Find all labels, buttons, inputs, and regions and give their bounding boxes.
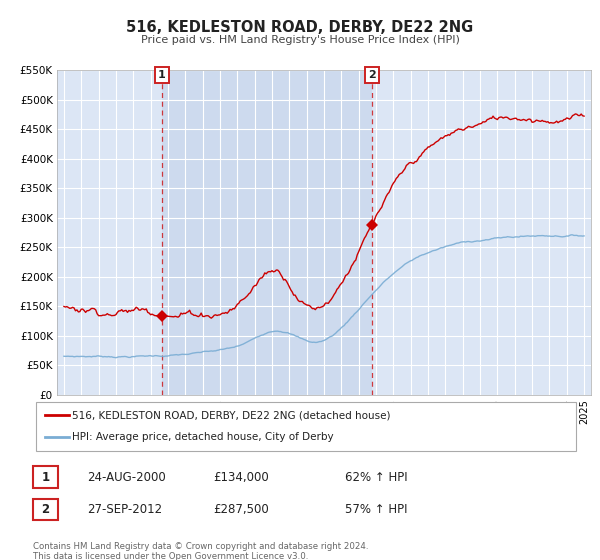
Text: 24-AUG-2000: 24-AUG-2000 [87, 470, 166, 484]
Text: Contains HM Land Registry data © Crown copyright and database right 2024.
This d: Contains HM Land Registry data © Crown c… [33, 542, 368, 560]
Text: 57% ↑ HPI: 57% ↑ HPI [345, 503, 407, 516]
Text: HPI: Average price, detached house, City of Derby: HPI: Average price, detached house, City… [72, 432, 334, 442]
Text: 1: 1 [41, 470, 50, 484]
Text: 516, KEDLESTON ROAD, DERBY, DE22 2NG: 516, KEDLESTON ROAD, DERBY, DE22 2NG [127, 20, 473, 35]
Text: 516, KEDLESTON ROAD, DERBY, DE22 2NG (detached house): 516, KEDLESTON ROAD, DERBY, DE22 2NG (de… [72, 410, 391, 421]
Text: 1: 1 [158, 70, 166, 80]
Text: £287,500: £287,500 [213, 503, 269, 516]
Text: 2: 2 [368, 70, 376, 80]
Text: 62% ↑ HPI: 62% ↑ HPI [345, 470, 407, 484]
Text: 2: 2 [41, 503, 50, 516]
Text: £134,000: £134,000 [213, 470, 269, 484]
Bar [162, 70, 371, 395]
Text: 27-SEP-2012: 27-SEP-2012 [87, 503, 162, 516]
Text: Price paid vs. HM Land Registry's House Price Index (HPI): Price paid vs. HM Land Registry's House … [140, 35, 460, 45]
